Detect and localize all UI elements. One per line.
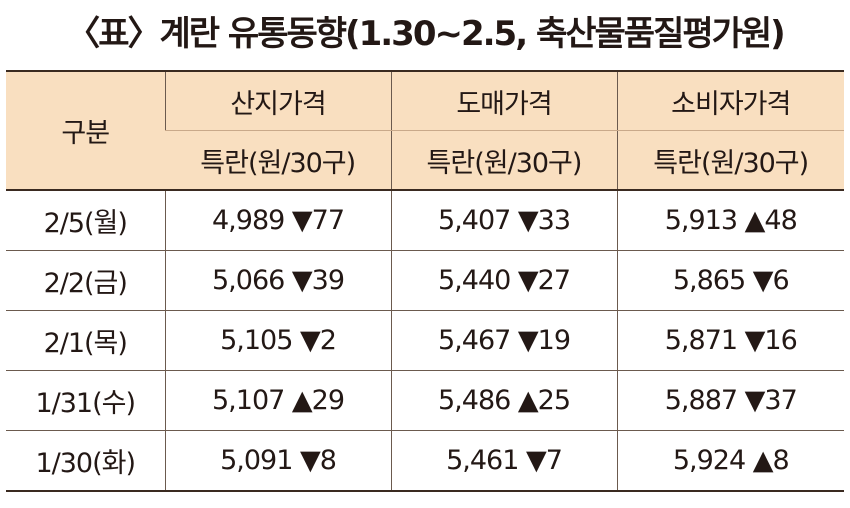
price-cell: 4,989 ▼77: [164, 189, 391, 251]
price-cell: 5,486 ▲25: [390, 370, 617, 431]
data-row: 2/5(월) 4,989 ▼77 5,407 ▼33 5,913 ▲48: [6, 189, 844, 251]
column-header: 도매가격: [390, 70, 617, 131]
title: 〈표〉계란 유통동향(1.30~2.5, 축산물품질평가원): [66, 14, 785, 54]
data-row: 2/2(금) 5,066 ▼39 5,440 ▼27 5,865 ▼6: [6, 250, 844, 311]
date-cell: 1/30(화): [6, 430, 165, 492]
group-header: 구분: [6, 70, 165, 191]
price-cell: 5,924 ▲8: [616, 430, 844, 492]
price-cell: 5,066 ▼39: [164, 250, 391, 311]
price-cell: 5,105 ▼2: [164, 310, 391, 371]
date-cell: 2/2(금): [6, 250, 165, 311]
unit-header: 특란(원/30구): [616, 130, 844, 191]
header-row: 구분 산지가격 도매가격 소비자가격: [6, 70, 844, 191]
unit-header: 특란(원/30구): [165, 130, 391, 191]
price-cell: 5,440 ▼27: [390, 250, 617, 311]
table-body: 구분 산지가격 도매가격 소비자가격 특란(원/30구) 특란(원/30구) 특란(원/30…: [6, 70, 844, 492]
price-cell: 5,871 ▼16: [616, 310, 844, 371]
price-cell: 5,091 ▼8: [164, 430, 391, 492]
data-row: 2/1(목) 5,105 ▼2 5,467 ▼19 5,871 ▼16: [6, 310, 844, 371]
date-cell: 2/1(목): [6, 310, 165, 371]
price-cell: 5,107 ▲29: [164, 370, 391, 431]
date-cell: 1/31(수): [6, 370, 165, 431]
column-header: 소비자가격: [616, 70, 844, 131]
column-header: 산지가격: [164, 70, 391, 131]
data-row: 1/31(수) 5,107 ▲29 5,486 ▲25 5,887 ▼37: [6, 370, 844, 431]
price-cell: 5,913 ▲48: [616, 189, 844, 251]
price-cell: 5,887 ▼37: [616, 370, 844, 431]
price-cell: 5,467 ▼19: [390, 310, 617, 371]
unit-header: 특란(원/30구): [390, 130, 617, 191]
price-cell: 5,407 ▼33: [390, 189, 617, 251]
date-cell: 2/5(월): [6, 189, 165, 251]
price-table: 구분 산지가격 도매가격 소비자가격 특란(원/30구) 특란(원/30구) 특란(원/30…: [6, 70, 844, 492]
price-cell: 5,461 ▼7: [390, 430, 617, 492]
data-row: 1/30(화) 5,091 ▼8 5,461 ▼7 5,924 ▲8: [6, 430, 844, 492]
price-cell: 5,865 ▼6: [616, 250, 844, 311]
